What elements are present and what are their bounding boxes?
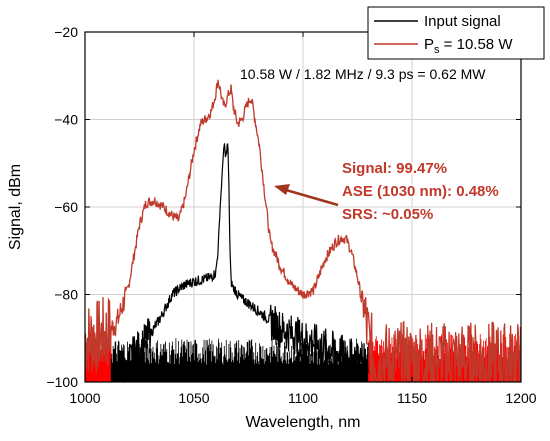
y-tick-label: −80: [54, 287, 78, 303]
x-tick-label: 1100: [288, 390, 318, 406]
y-tick-label: −20: [54, 24, 78, 40]
x-tick-label: 1000: [69, 390, 100, 406]
legend-output-prefix: P: [424, 36, 434, 53]
annotation-arrow-shaft: [285, 188, 339, 207]
annotation-power: 10.58 W / 1.82 MHz / 9.3 ps = 0.62 MW: [240, 66, 486, 82]
legend-box: [367, 6, 545, 60]
annotation-fractions: Signal: 99.47% ASE (1030 nm): 0.48% SRS:…: [274, 159, 500, 225]
y-tick-label: −100: [46, 374, 78, 390]
legend-label-input: Input signal: [424, 13, 501, 30]
series-line-input: [121, 143, 369, 383]
annotation-signal: Signal: 99.47%: [342, 160, 447, 177]
x-tick-label: 1050: [178, 390, 209, 406]
x-tick-label: 1150: [397, 390, 427, 406]
annotation-srs: SRS: ~0.05%: [342, 206, 433, 223]
annotation-arrow-head: [274, 184, 290, 195]
legend-output-suffix: = 10.58 W: [440, 36, 514, 53]
x-tick-label: 1200: [505, 390, 536, 406]
x-axis-title: Wavelength, nm: [245, 414, 360, 431]
y-axis-title: Signal, dBm: [7, 164, 24, 250]
y-tick-label: −60: [54, 199, 78, 215]
annotation-ase: ASE (1030 nm): 0.48%: [342, 183, 499, 200]
y-tick-label: −40: [54, 112, 78, 128]
legend-output-sub: s: [434, 44, 440, 56]
legend-label-output: Ps = 10.58 W: [424, 36, 513, 56]
series-line-output: [84, 79, 522, 384]
legend: Input signal Ps = 10.58 W: [367, 6, 545, 60]
